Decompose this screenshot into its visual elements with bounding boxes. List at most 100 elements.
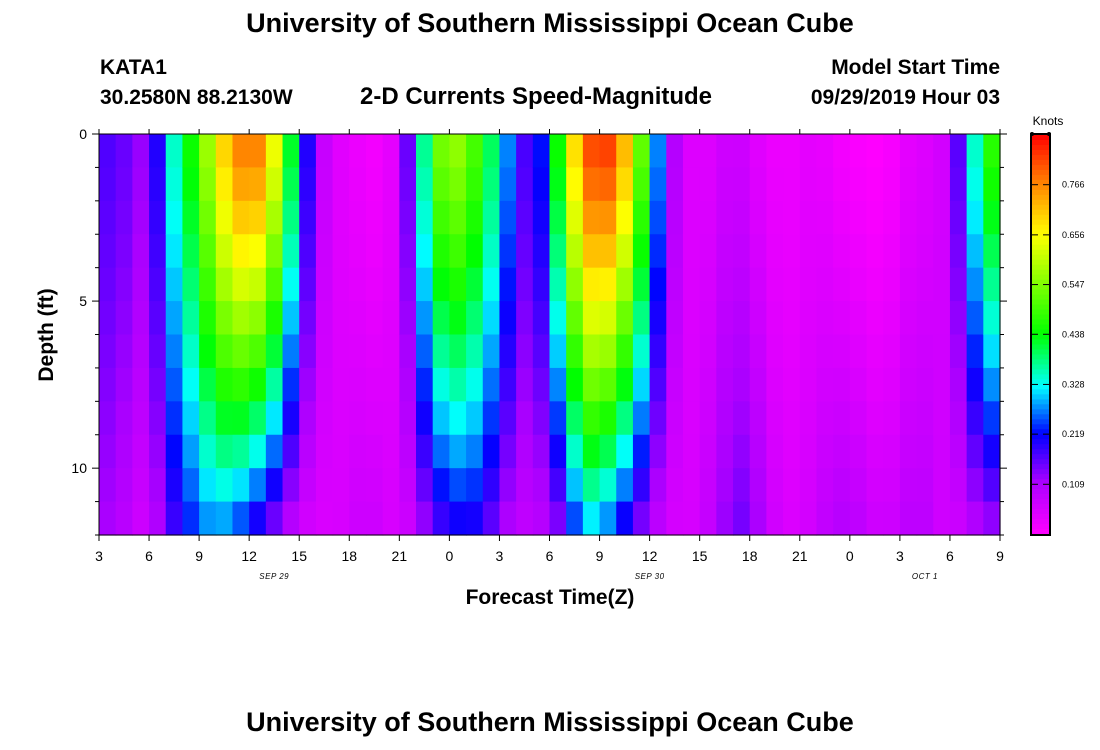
heatmap-cell (99, 434, 117, 469)
heatmap-cell (449, 267, 467, 302)
heatmap-cell (182, 434, 200, 469)
heatmap-cell (532, 200, 551, 235)
heatmap-cell (249, 301, 267, 336)
colorbar-gradient (1032, 135, 1049, 535)
heatmap-cell (666, 200, 684, 235)
heatmap-cell (282, 334, 300, 369)
heatmap-cell (682, 367, 701, 402)
heatmap-cell (399, 367, 417, 402)
heatmap-cell (132, 200, 150, 235)
heatmap-cell (265, 134, 284, 169)
heatmap-cell (249, 134, 267, 169)
x-tick-label: 18 (341, 548, 357, 564)
heatmap-cell (349, 134, 367, 169)
heatmap-cell (916, 200, 934, 235)
heatmap-cell (382, 434, 400, 469)
colorbar-swatch (1032, 274, 1049, 281)
heatmap-cell (232, 401, 250, 436)
colorbar-swatch (1032, 379, 1049, 385)
heatmap-cell (883, 468, 901, 503)
heatmap-cell (749, 167, 768, 202)
heatmap-cell (99, 134, 117, 169)
heatmap-cell (516, 167, 534, 202)
heatmap-cell (949, 301, 968, 336)
heatmap-cell (282, 267, 300, 302)
heatmap-cell (616, 468, 634, 503)
colorbar-swatch (1032, 304, 1049, 311)
heatmap-cell (833, 301, 851, 336)
heatmap-cell (949, 468, 968, 503)
heatmap-cell (199, 167, 217, 202)
heatmap-cell (399, 434, 417, 469)
heatmap-cell (165, 301, 184, 336)
colorbar-swatch (1032, 404, 1049, 410)
heatmap-cell (566, 501, 584, 536)
heatmap-cell (299, 334, 317, 369)
heatmap-cell (733, 167, 751, 202)
heatmap-cell (499, 167, 517, 202)
colorbar-frame (1030, 133, 1051, 536)
heatmap-cell (249, 501, 267, 536)
heatmap-cell (315, 468, 334, 503)
heatmap-cell (532, 468, 551, 503)
colorbar-ticks: 0.109 0.219 0.328 0.438 0.547 0.656 0.766 (1030, 132, 1085, 489)
heatmap-cell (783, 267, 801, 302)
colorbar-swatch (1032, 529, 1049, 535)
colorbar-corner-dot (1047, 132, 1051, 136)
heatmap-cell (883, 401, 901, 436)
heatmap-cell (649, 134, 667, 169)
heatmap-cell (866, 200, 884, 235)
heatmap-cell (799, 301, 818, 336)
heatmap-cell (783, 200, 801, 235)
heatmap-cell (616, 200, 634, 235)
colorbar-swatch (1032, 399, 1049, 405)
heatmap-cell (899, 167, 918, 202)
heatmap-cell (883, 501, 901, 536)
heatmap-cell (482, 234, 501, 269)
heatmap-cell (365, 501, 384, 536)
colorbar-swatch (1032, 424, 1049, 430)
heatmap-cell (682, 134, 701, 169)
colorbar-swatch (1032, 224, 1049, 231)
heatmap-cell (115, 301, 133, 336)
heatmap-cell (99, 167, 117, 202)
heatmap-cell (899, 334, 918, 369)
footer-title: University of Southern Mississippi Ocean… (246, 707, 854, 737)
heatmap-cell (332, 367, 350, 402)
heatmap-cell (933, 167, 951, 202)
heatmap-cell (699, 167, 717, 202)
heatmap-cell (516, 267, 534, 302)
heatmap-cell (699, 434, 717, 469)
heatmap-cell (399, 501, 417, 536)
heatmap-cell (215, 434, 234, 469)
heatmap-cell (599, 267, 617, 302)
colorbar-swatch (1032, 204, 1049, 211)
colorbar-swatch (1032, 474, 1049, 480)
colorbar-swatch (1032, 199, 1049, 206)
heatmap-cell (632, 468, 651, 503)
heatmap-cell (849, 267, 868, 302)
heatmap-cell (899, 401, 918, 436)
station-id: KATA1 (100, 56, 167, 79)
heatmap-cell (182, 501, 200, 536)
heatmap-cell (516, 234, 534, 269)
heatmap-cell (482, 367, 501, 402)
heatmap-cell (332, 234, 350, 269)
heatmap-cell (783, 301, 801, 336)
heatmap-cell (933, 401, 951, 436)
heatmap-cell (849, 367, 868, 402)
x-tick-label: 6 (946, 548, 954, 564)
heatmap-cell (766, 200, 784, 235)
heatmap-cell (282, 468, 300, 503)
heatmap-cell (315, 434, 334, 469)
heatmap-cell (849, 200, 868, 235)
heatmap-cell (165, 267, 184, 302)
heatmap-cell (599, 401, 617, 436)
heatmap-cell (199, 267, 217, 302)
heatmap-cell (299, 267, 317, 302)
heatmap-cell (783, 434, 801, 469)
heatmap-cell (499, 200, 517, 235)
heatmap-cell (532, 367, 551, 402)
heatmap-cell (833, 167, 851, 202)
heatmap-cell (282, 200, 300, 235)
